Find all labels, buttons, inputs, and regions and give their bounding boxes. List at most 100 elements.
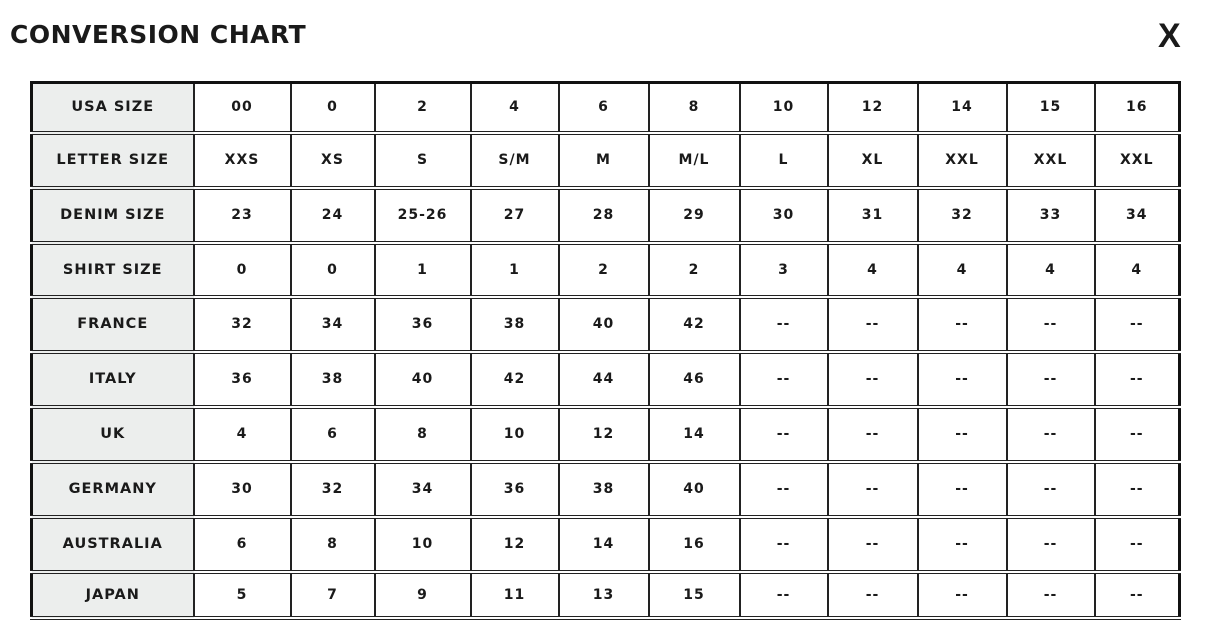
table-row: USA SIZE 00 0 2 4 6 8 10 12 14 15 16: [30, 81, 1181, 134]
table-cell: 31: [826, 186, 919, 244]
table-cell: 4: [469, 81, 560, 134]
table-cell: 33: [1005, 186, 1096, 244]
table-cell: 14: [916, 81, 1008, 134]
table-cell: --: [826, 295, 919, 353]
table-cell: 2: [647, 241, 741, 298]
table-cell: 14: [647, 405, 741, 463]
row-header: LETTER SIZE: [30, 131, 195, 189]
table-cell: 0: [289, 81, 376, 134]
table-cell: --: [738, 405, 829, 463]
table-cell: 4: [916, 241, 1008, 298]
table-cell: 1: [373, 241, 472, 298]
table-cell: 9: [373, 570, 472, 619]
table-cell: 10: [373, 515, 472, 573]
table-cell: S: [373, 131, 472, 189]
table-cell: 6: [557, 81, 650, 134]
table-row: SHIRT SIZE 0 0 1 1 2 2 3 4 4 4 4: [30, 241, 1181, 298]
table-cell: --: [826, 460, 919, 518]
table-cell: 0: [192, 241, 292, 298]
table-cell: 30: [738, 186, 829, 244]
table-cell: 4: [1005, 241, 1096, 298]
row-header: UK: [30, 405, 195, 463]
table-cell: --: [1093, 295, 1181, 353]
table-cell: 46: [647, 350, 741, 408]
table-row: DENIM SIZE 23 24 25-26 27 28 29 30 31 32 33 34: [30, 186, 1181, 244]
table-cell: 12: [557, 405, 650, 463]
size-conversion-table: USA SIZE 00 0 2 4 6 8 10 12 14 15 16 LETTER SIZE XXS X…: [30, 81, 1181, 620]
table-cell: 6: [192, 515, 292, 573]
table-cell: 36: [192, 350, 292, 408]
table-cell: --: [1093, 515, 1181, 573]
table-cell: 24: [289, 186, 376, 244]
table-cell: XXL: [916, 131, 1008, 189]
table-cell: 42: [647, 295, 741, 353]
table-cell: 13: [557, 570, 650, 619]
row-header: SHIRT SIZE: [30, 241, 195, 298]
table-cell: 10: [738, 81, 829, 134]
table-row: UK 4 6 8 10 12 14 -- -- -- -- --: [30, 405, 1181, 463]
table-cell: 38: [289, 350, 376, 408]
table-cell: --: [826, 405, 919, 463]
row-header: USA SIZE: [30, 81, 195, 134]
table-cell: 00: [192, 81, 292, 134]
table-cell: --: [1093, 570, 1181, 619]
table-cell: 15: [647, 570, 741, 619]
table-cell: --: [916, 405, 1008, 463]
table-cell: 8: [647, 81, 741, 134]
table-cell: 16: [647, 515, 741, 573]
table-cell: --: [1093, 350, 1181, 408]
table-cell: L: [738, 131, 829, 189]
table-cell: 4: [826, 241, 919, 298]
table-cell: 3: [738, 241, 829, 298]
table-cell: 4: [192, 405, 292, 463]
table-cell: --: [916, 570, 1008, 619]
table-cell: 1: [469, 241, 560, 298]
table-cell: 40: [557, 295, 650, 353]
table-cell: 15: [1005, 81, 1096, 134]
table-row: FRANCE 32 34 36 38 40 42 -- -- -- -- --: [30, 295, 1181, 353]
table-cell: 36: [373, 295, 472, 353]
table-cell: XL: [826, 131, 919, 189]
table-cell: 7: [289, 570, 376, 619]
table-cell: --: [1005, 460, 1096, 518]
table-cell: 5: [192, 570, 292, 619]
table-cell: 6: [289, 405, 376, 463]
table-cell: --: [1005, 405, 1096, 463]
table-cell: --: [738, 460, 829, 518]
table-row: ITALY 36 38 40 42 44 46 -- -- -- -- --: [30, 350, 1181, 408]
table-cell: 8: [373, 405, 472, 463]
table-cell: 38: [557, 460, 650, 518]
table-cell: 40: [373, 350, 472, 408]
table-cell: 32: [192, 295, 292, 353]
table-cell: 10: [469, 405, 560, 463]
page-title: CONVERSION CHART: [10, 20, 307, 49]
row-header: GERMANY: [30, 460, 195, 518]
table-cell: --: [738, 515, 829, 573]
table-cell: XXL: [1005, 131, 1096, 189]
table-cell: 16: [1093, 81, 1181, 134]
row-header: ITALY: [30, 350, 195, 408]
table-cell: --: [1005, 515, 1096, 573]
table-cell: 34: [1093, 186, 1181, 244]
table-cell: --: [1093, 405, 1181, 463]
table-cell: --: [1005, 570, 1096, 619]
table-cell: 27: [469, 186, 560, 244]
row-header: AUSTRALIA: [30, 515, 195, 573]
table-cell: 38: [469, 295, 560, 353]
table-cell: 23: [192, 186, 292, 244]
table-row: AUSTRALIA 6 8 10 12 14 16 -- -- -- -- --: [30, 515, 1181, 573]
table-cell: --: [826, 350, 919, 408]
table-cell: --: [826, 515, 919, 573]
table-cell: --: [738, 570, 829, 619]
table-cell: 44: [557, 350, 650, 408]
table-cell: 32: [289, 460, 376, 518]
table-cell: --: [1005, 350, 1096, 408]
close-button[interactable]: X: [1158, 17, 1181, 55]
table-cell: 2: [373, 81, 472, 134]
table-cell: --: [826, 570, 919, 619]
table-cell: 29: [647, 186, 741, 244]
row-header: DENIM SIZE: [30, 186, 195, 244]
table-cell: 4: [1093, 241, 1181, 298]
row-header: FRANCE: [30, 295, 195, 353]
table-cell: 2: [557, 241, 650, 298]
